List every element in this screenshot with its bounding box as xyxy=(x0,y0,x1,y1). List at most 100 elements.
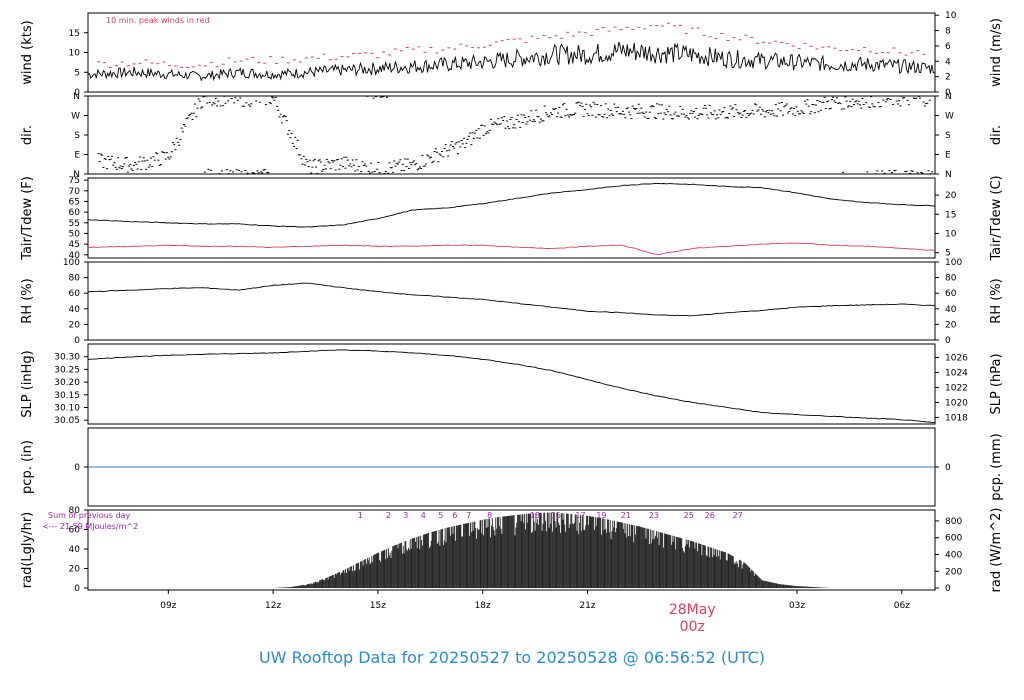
left-tick-label-slp: 30.10 xyxy=(54,403,80,413)
hour-label: 23 xyxy=(649,511,659,520)
x-tick-label: 06z xyxy=(894,601,910,611)
right-tick-label-rh: 40 xyxy=(945,305,957,315)
left-axis-label-dir: dir. xyxy=(20,125,35,145)
left-tick-label-pcp: 0 xyxy=(74,463,80,473)
right-tick-label-slp: 1026 xyxy=(945,353,968,363)
right-tick-label-wind: 10 xyxy=(945,11,957,21)
right-tick-label-rh: 60 xyxy=(945,289,957,299)
right-axis-label-rh: RH (%) xyxy=(989,278,1004,323)
hour-label: 1 xyxy=(358,511,363,520)
panel-frame-temp xyxy=(87,177,936,259)
left-tick-label-rad: 80 xyxy=(69,506,81,516)
series-rh-0 xyxy=(87,282,935,317)
left-tick-label-dir: N xyxy=(73,92,80,102)
footer-title: UW Rooftop Data for 20250527 to 20250528… xyxy=(258,648,766,667)
panel-frame-rh xyxy=(87,261,936,341)
series-slp-0 xyxy=(87,349,935,423)
hour-label: 2 xyxy=(386,511,391,520)
left-tick-label-temp: 65 xyxy=(69,197,80,207)
hour-label: 5 xyxy=(438,511,443,520)
left-tick-label-temp: 50 xyxy=(69,229,81,239)
hour-label: 7 xyxy=(466,511,471,520)
hour-label: 8 xyxy=(487,511,492,520)
hour-label: 21 xyxy=(621,511,631,520)
x-tick-label: 09z xyxy=(160,601,176,611)
left-axis-label-pcp: pcp. (in) xyxy=(20,440,35,494)
right-tick-label-rh: 100 xyxy=(945,258,962,268)
left-tick-label-rh: 0 xyxy=(74,336,80,346)
hour-label: 13 xyxy=(530,511,540,520)
right-tick-label-temp: 15 xyxy=(945,210,956,220)
hour-label: 17 xyxy=(575,511,585,520)
right-tick-label-rh: 0 xyxy=(945,336,951,346)
right-tick-label-rh: 80 xyxy=(945,274,957,284)
x-tick-label: 21z xyxy=(579,601,595,611)
left-tick-label-temp: 70 xyxy=(69,187,81,197)
left-tick-label-temp: 60 xyxy=(69,208,81,218)
left-tick-label-wind: 0 xyxy=(74,88,80,98)
left-axis-label-wind: wind (kts) xyxy=(20,20,35,84)
right-tick-label-rad: 400 xyxy=(945,550,962,560)
right-axis-label-rad: rad (W/m^2) xyxy=(989,508,1004,593)
left-axis-label-slp: SLP (inHg) xyxy=(20,350,35,418)
left-tick-label-slp: 30.15 xyxy=(54,391,80,401)
left-tick-label-slp: 30.25 xyxy=(54,365,80,375)
hour-label: 4 xyxy=(421,511,426,520)
right-axis-label-dir: dir. xyxy=(989,125,1004,145)
right-axis-label-pcp: pcp. (mm) xyxy=(989,433,1004,500)
right-tick-label-wind: 6 xyxy=(945,42,951,52)
left-tick-label-rad: 40 xyxy=(69,545,81,555)
date-marker-date: 28May xyxy=(669,602,716,618)
left-tick-label-dir: N xyxy=(73,170,80,180)
left-tick-label-rad: 0 xyxy=(74,584,80,594)
right-tick-label-rad: 0 xyxy=(945,584,951,594)
x-tick-label: 03z xyxy=(789,601,805,611)
series-wind-speed xyxy=(87,41,935,82)
left-tick-label-rh: 60 xyxy=(69,289,81,299)
date-marker-time: 00z xyxy=(680,619,705,635)
hour-label: 19 xyxy=(596,511,606,520)
left-tick-label-slp: 30.05 xyxy=(54,416,80,426)
right-axis-label-temp: Tair/Tdew (C) xyxy=(989,175,1004,261)
panel-frame-rad xyxy=(87,509,936,591)
x-tick-label: 12z xyxy=(265,601,281,611)
right-tick-label-rad: 600 xyxy=(945,534,962,544)
radiation-sum-label: Sum of previous day xyxy=(48,511,130,520)
left-tick-label-temp: 45 xyxy=(69,240,80,250)
right-tick-label-rh: 20 xyxy=(945,320,957,330)
panel-frame-dir xyxy=(87,95,936,175)
right-axis-label-wind: wind (m/s) xyxy=(989,18,1004,87)
right-tick-label-wind: 4 xyxy=(945,57,951,67)
right-tick-label-dir: S xyxy=(945,131,951,141)
left-tick-label-dir: W xyxy=(71,112,80,122)
wind-annotation: 10 min. peak winds in red xyxy=(106,16,210,25)
left-tick-label-wind: 10 xyxy=(69,49,81,59)
right-tick-label-pcp: 0 xyxy=(945,463,951,473)
right-tick-label-temp: 10 xyxy=(945,229,957,239)
panel-frame-slp xyxy=(87,343,936,425)
right-tick-label-wind: 2 xyxy=(945,73,951,83)
left-axis-label-rh: RH (%) xyxy=(20,278,35,323)
left-tick-label-dir: E xyxy=(74,151,80,161)
left-tick-label-rh: 80 xyxy=(69,274,81,284)
x-tick-label: 15z xyxy=(370,601,386,611)
left-tick-label-rh: 100 xyxy=(63,258,80,268)
left-tick-label-rad: 20 xyxy=(69,565,81,575)
hour-label: 27 xyxy=(733,511,743,520)
x-tick-label: 18z xyxy=(475,601,491,611)
left-tick-label-wind: 5 xyxy=(74,68,80,78)
right-tick-label-temp: 5 xyxy=(945,249,951,259)
right-tick-label-temp: 20 xyxy=(945,191,957,201)
panel-frame-wind xyxy=(87,12,936,93)
hour-label: 26 xyxy=(705,511,715,520)
right-tick-label-dir: E xyxy=(945,151,951,161)
left-axis-label-temp: Tair/Tdew (F) xyxy=(20,176,35,261)
right-tick-label-slp: 1018 xyxy=(945,413,968,423)
right-tick-label-slp: 1024 xyxy=(945,368,968,378)
right-tick-label-wind: 8 xyxy=(945,27,951,37)
radiation-sum-value: <--- 21.59 MJoules/m^2 xyxy=(42,522,138,531)
right-tick-label-rad: 800 xyxy=(945,517,962,527)
left-tick-label-rad: 60 xyxy=(69,526,81,536)
left-tick-label-temp: 55 xyxy=(69,219,80,229)
left-tick-label-slp: 30.20 xyxy=(54,378,80,388)
